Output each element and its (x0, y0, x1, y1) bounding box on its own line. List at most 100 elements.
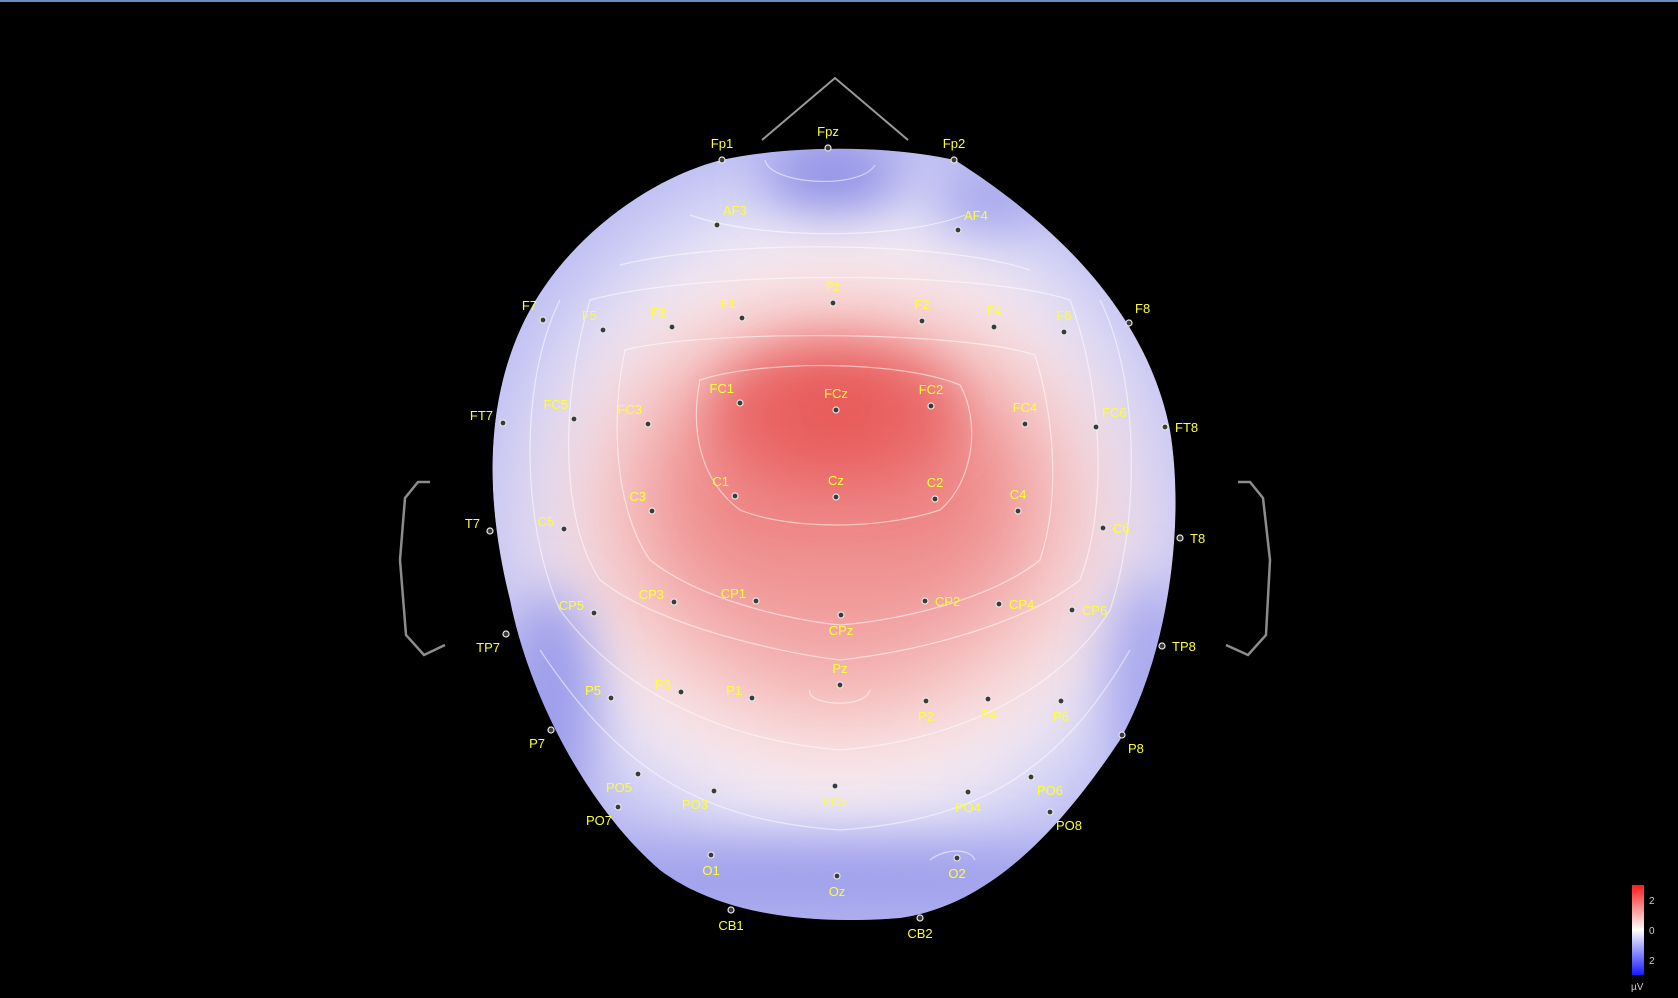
electrode-label: Fp1 (711, 136, 733, 151)
electrode-marker (668, 323, 676, 331)
electrode-marker (607, 694, 615, 702)
electrode-fc2: FC2 (919, 382, 944, 410)
electrode-marker (634, 770, 642, 778)
electrode-marker (1027, 773, 1035, 781)
electrode-label: O1 (702, 863, 719, 878)
electrode-marker (707, 851, 715, 859)
electrode-fp1: Fp1 (711, 136, 733, 164)
electrode-marker (916, 914, 924, 922)
electrode-label: F2 (914, 297, 929, 312)
electrode-marker (710, 787, 718, 795)
electrode-label: Pz (832, 661, 847, 676)
electrode-f6: F6 (1056, 308, 1072, 336)
electrode-label: FC2 (919, 382, 944, 397)
electrode-marker (560, 525, 568, 533)
electrode-fc4: FC4 (1013, 400, 1037, 428)
electrode-ft8: FT8 (1161, 420, 1198, 435)
electrode-label: F8 (1135, 301, 1150, 316)
electrode-marker (599, 326, 607, 334)
electrode-marker (1014, 507, 1022, 515)
electrode-c2: C2 (927, 475, 943, 503)
electrode-marker (927, 402, 935, 410)
electrode-label: C6 (1113, 521, 1130, 536)
colorbar: 2 0 2 µV (1631, 885, 1655, 993)
electrode-o1: O1 (702, 851, 720, 878)
electrode-marker (502, 630, 510, 638)
electrode-fcz: FCz (824, 386, 848, 414)
electrode-marker (738, 314, 746, 322)
electrode-marker (1125, 319, 1133, 327)
electrode-cpz: CPz (829, 611, 853, 638)
electrode-label: PO5 (606, 780, 632, 795)
electrode-fc6: FC6 (1092, 405, 1127, 431)
electrode-marker (1060, 328, 1068, 336)
electrode-marker (1099, 524, 1107, 532)
electrode-fc3: FC3 (617, 402, 652, 428)
electrode-label: C3 (629, 489, 646, 504)
electrode-marker (918, 317, 926, 325)
electrode-label: P1 (726, 683, 742, 698)
electrode-marker (995, 600, 1003, 608)
electrode-label: CB2 (907, 926, 932, 941)
electrode-label: POz (822, 794, 847, 809)
electrode-po8: PO8 (1046, 808, 1082, 833)
electrode-f8: F8 (1125, 301, 1150, 327)
electrode-f3: F3 (651, 305, 676, 331)
electrode-label: PO6 (1037, 783, 1063, 798)
electrode-f4: F4 (986, 303, 1002, 331)
electrode-marker (829, 299, 837, 307)
electrode-marker (964, 788, 972, 796)
electrode-c4: C4 (1010, 487, 1026, 515)
electrode-c5: C5 (537, 514, 568, 533)
electrode-label: F3 (651, 305, 666, 320)
electrode-label: TP7 (476, 640, 500, 655)
electrode-marker (718, 156, 726, 164)
electrode-o2: O2 (948, 854, 966, 881)
electrode-label: CP1 (721, 586, 746, 601)
electrode-po6: PO6 (1027, 773, 1063, 798)
electrode-label: F1 (721, 296, 736, 311)
electrode-marker (731, 492, 739, 500)
electrode-po4: PO4 (955, 788, 981, 815)
electrode-label: FT7 (470, 408, 493, 423)
electrode-f7: F7 (522, 298, 547, 324)
electrode-marker (837, 611, 845, 619)
electrode-marker (677, 688, 685, 696)
electrode-tp8: TP8 (1158, 639, 1196, 654)
electrode-label: T7 (465, 516, 480, 531)
electrode-label: PO8 (1056, 818, 1082, 833)
electrode-label: P6 (1053, 709, 1069, 724)
electrode-label: F5 (582, 308, 597, 323)
electrode-marker (954, 226, 962, 234)
electrode-label: F6 (1056, 308, 1071, 323)
electrode-oz: Oz (829, 872, 845, 899)
electrode-label: AF4 (964, 208, 988, 223)
electrode-marker (614, 803, 622, 811)
electrode-cp6: CP6 (1068, 603, 1107, 618)
electrode-poz: POz (822, 782, 848, 809)
electrode-t7: T7 (465, 516, 494, 535)
electrode-label: PO4 (955, 800, 981, 815)
electrode-marker (644, 420, 652, 428)
electrode-label: CB1 (718, 918, 743, 933)
electrode-marker (1176, 534, 1184, 542)
electrode-marker (990, 323, 998, 331)
electrode-cp2: CP2 (921, 594, 960, 609)
electrode-label: C1 (712, 474, 729, 489)
electrode-p6: P6 (1053, 697, 1069, 724)
electrode-marker (1118, 731, 1126, 739)
electrode-p8: P8 (1118, 731, 1144, 756)
electrode-marker (570, 415, 578, 423)
electrode-c3: C3 (629, 489, 656, 515)
electrode-marker (590, 609, 598, 617)
electrode-po5: PO5 (606, 770, 642, 795)
electrode-label: FC1 (709, 381, 734, 396)
electrode-label: Fp2 (943, 136, 965, 151)
electrode-tp7: TP7 (476, 630, 510, 655)
electrode-label: Fpz (817, 124, 839, 139)
electrode-label: CP4 (1009, 597, 1034, 612)
electrode-fpz: Fpz (817, 124, 839, 152)
left-ear-outline (398, 480, 446, 657)
electrode-p2: P2 (918, 697, 934, 724)
electrode-marker (824, 144, 832, 152)
